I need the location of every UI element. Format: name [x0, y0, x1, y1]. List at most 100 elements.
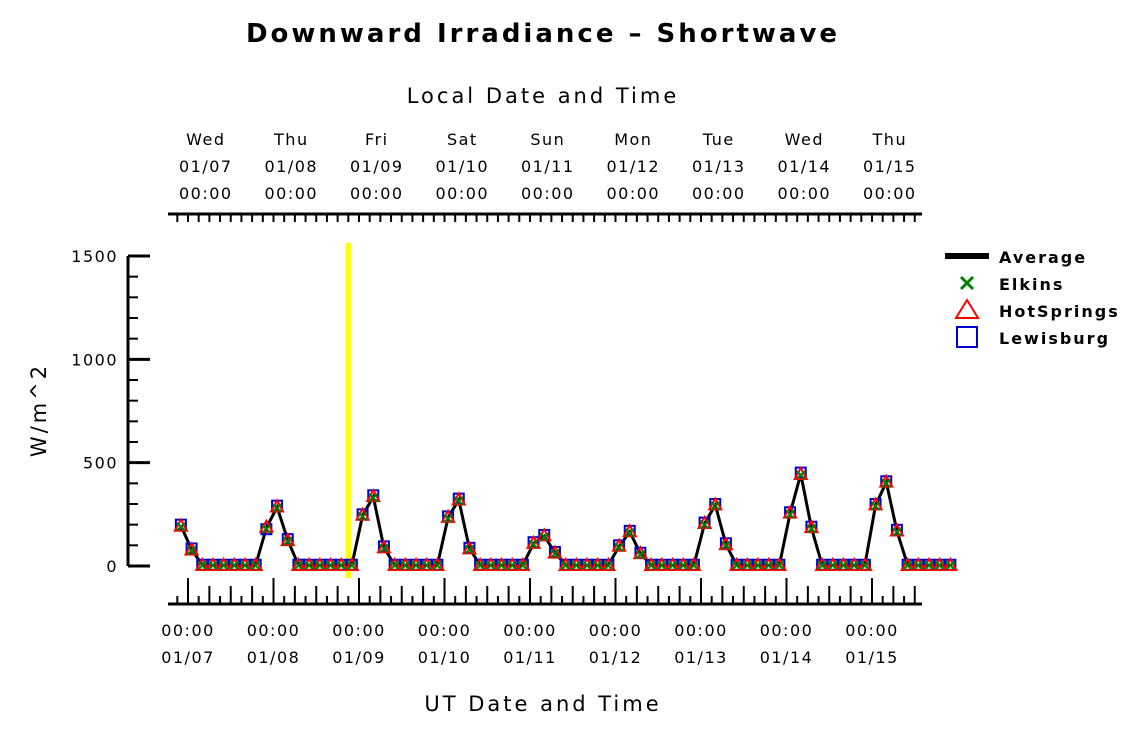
elkins-point	[293, 560, 304, 571]
elkins-point	[475, 560, 485, 571]
hotsprings-point	[675, 556, 691, 571]
elkins-point	[753, 560, 763, 571]
bottom-tick-time: 00:00	[674, 621, 728, 640]
bottom-tick-date: 01/09	[332, 648, 386, 667]
bottom-tick-date: 01/12	[589, 648, 643, 667]
hotsprings-point	[910, 556, 926, 571]
hotsprings-point	[568, 556, 584, 571]
bottom-tick-date: 01/14	[760, 648, 814, 667]
hotsprings-point	[557, 556, 574, 571]
elkins-point	[678, 560, 688, 571]
top-tick-day: Sun	[530, 130, 565, 149]
elkins-point	[934, 560, 945, 571]
hotsprings-point	[237, 556, 253, 571]
top-tick-time: 00:00	[436, 184, 490, 203]
bottom-tick-time: 00:00	[845, 621, 899, 640]
hotsprings-point	[814, 556, 830, 571]
hotsprings-point	[280, 532, 296, 547]
hotsprings-point	[793, 465, 809, 481]
hotsprings-point	[472, 556, 488, 571]
elkins-point	[379, 543, 389, 554]
elkins-point	[614, 542, 624, 553]
top-tick-time: 00:00	[692, 184, 746, 203]
elkins-point	[304, 560, 314, 571]
elkins-point	[710, 501, 720, 511]
elkins-point	[421, 560, 432, 571]
elkins-point	[550, 548, 560, 559]
y-tick-label: 1500	[71, 247, 118, 266]
hotsprings-point	[739, 556, 755, 571]
hotsprings-point	[290, 556, 307, 571]
hotsprings-point	[429, 556, 446, 571]
elkins-point	[582, 560, 592, 571]
elkins-point	[689, 560, 699, 571]
hotsprings-point	[921, 556, 937, 571]
hotsprings-point	[857, 556, 873, 571]
top-tick-time: 00:00	[607, 184, 661, 203]
hotsprings-point	[408, 556, 424, 571]
y-ticks: 0 500 1000 1500	[71, 247, 150, 576]
top-tick-time: 00:00	[863, 184, 917, 203]
hotsprings-point	[579, 556, 595, 571]
elkins-point	[261, 524, 272, 534]
elkins-point	[571, 560, 582, 571]
series-hotsprings	[173, 465, 959, 571]
hotsprings-point	[771, 556, 788, 571]
hotsprings-point	[825, 556, 841, 571]
bottom-tick-time: 00:00	[418, 621, 472, 640]
elkins-point	[806, 524, 817, 534]
legend-elkins-swatch	[959, 275, 975, 291]
elkins-point	[464, 544, 475, 555]
top-tick-date: 01/13	[692, 157, 746, 176]
top-tick-date: 01/11	[521, 157, 575, 176]
hotsprings-point	[686, 556, 702, 571]
top-tick-date: 01/15	[863, 157, 917, 176]
hotsprings-point	[718, 536, 734, 551]
top-axis-label: Local Date and Time	[407, 84, 680, 108]
elkins-point	[721, 540, 731, 551]
x-axis-label: UT Date and Time	[424, 692, 661, 716]
elkins-point	[881, 478, 891, 489]
elkins-point	[763, 560, 774, 571]
elkins-point	[389, 560, 400, 571]
legend: Average Elkins HotSprings Lewisburg	[945, 248, 1118, 348]
elkins-point	[336, 560, 346, 571]
hotsprings-point	[376, 539, 392, 554]
hotsprings-point	[547, 544, 563, 559]
elkins-point	[400, 560, 411, 571]
elkins-point	[592, 560, 603, 571]
elkins-point	[518, 560, 528, 571]
elkins-point	[368, 493, 378, 503]
top-tick-day: Tue	[702, 130, 735, 149]
elkins-point	[699, 519, 710, 530]
hotsprings-point	[248, 556, 264, 571]
y-tick-label: 1000	[71, 350, 118, 369]
elkins-point	[742, 560, 753, 571]
top-tick-time: 00:00	[265, 184, 319, 203]
elkins-point	[657, 560, 667, 571]
hotsprings-point	[515, 556, 531, 571]
top-tick-date: 01/07	[179, 157, 233, 176]
elkins-point	[186, 545, 197, 556]
hotsprings-point	[173, 517, 189, 532]
elkins-point	[411, 560, 421, 571]
hotsprings-point	[397, 556, 413, 571]
chart-title: Downward Irradiance – Shortwave	[246, 19, 840, 49]
y-tick-label: 0	[106, 557, 118, 576]
elkins-point	[774, 560, 785, 571]
bottom-tick-time: 00:00	[760, 621, 814, 640]
hotsprings-point	[504, 556, 520, 571]
bottom-tick-date: 01/13	[674, 648, 728, 667]
y-axis-label: W/m^2	[27, 363, 51, 457]
plot-area	[173, 465, 959, 571]
top-tick-time: 00:00	[350, 184, 404, 203]
elkins-point	[197, 560, 207, 571]
top-tick-time: 00:00	[179, 184, 233, 203]
elkins-point	[924, 560, 934, 571]
bottom-tick-time: 00:00	[332, 621, 386, 640]
hotsprings-point	[590, 556, 606, 571]
top-tick-day: Wed	[186, 130, 225, 149]
legend-lewisburg-swatch	[956, 326, 978, 348]
hotsprings-point	[312, 556, 328, 571]
